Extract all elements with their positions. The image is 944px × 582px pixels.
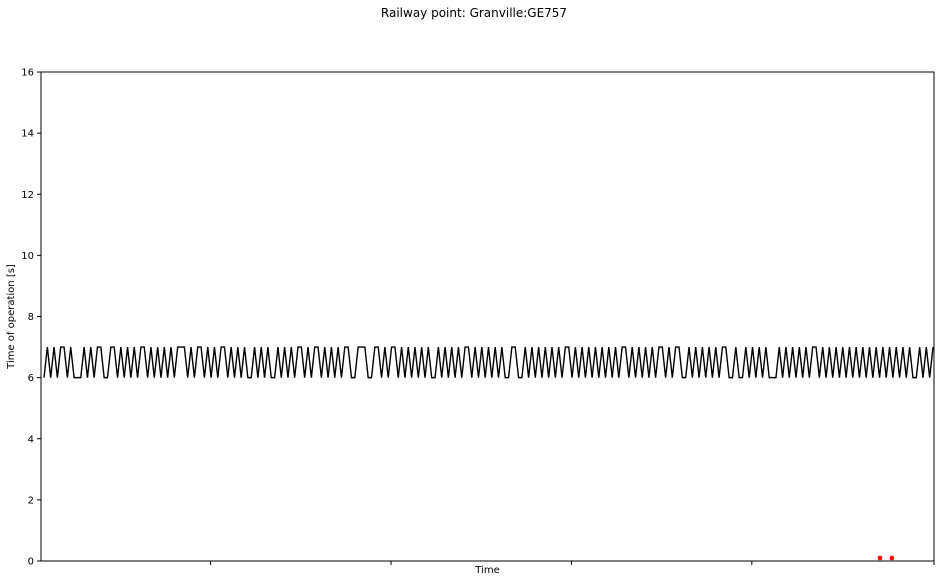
anomaly-point	[889, 555, 895, 561]
plot-area-frame	[40, 71, 935, 562]
y-tick-label: 6	[28, 373, 34, 384]
y-tick-label: 10	[21, 251, 34, 262]
y-tick-label: 4	[28, 434, 34, 445]
x-axis	[210, 561, 935, 565]
series-line-time-of-operation	[43, 346, 934, 379]
chart-title: Railway point: Granville:GE757	[381, 6, 567, 20]
y-tick-label: 16	[21, 68, 34, 79]
y-tick-label: 14	[21, 129, 34, 140]
anomaly-point	[877, 555, 883, 561]
x-axis-label: Time	[474, 565, 499, 576]
y-tick-label: 12	[21, 190, 34, 201]
y-tick-label: 2	[28, 495, 34, 506]
y-axis-label: Time of operation [s]	[6, 264, 17, 370]
y-tick-label: 0	[28, 557, 34, 568]
y-tick-label: 8	[28, 312, 34, 323]
y-axis: 0 2 4 6 8 10 12 14 16	[21, 68, 41, 568]
anomaly-points	[877, 555, 895, 561]
